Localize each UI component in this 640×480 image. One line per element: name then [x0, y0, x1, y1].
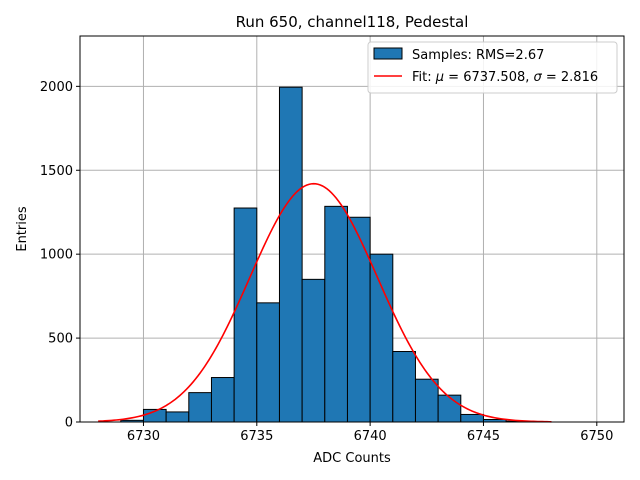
y-tick-label: 1000 — [40, 248, 73, 263]
x-tick-label: 6735 — [240, 429, 273, 444]
chart-title: Run 650, channel118, Pedestal — [236, 13, 469, 31]
y-tick-label: 1500 — [40, 164, 73, 179]
legend-fit-prefix: Fit: — [412, 70, 436, 85]
legend-samples-label: Samples: RMS=2.67 — [412, 48, 544, 63]
fit-curve — [98, 182, 552, 423]
histogram-bar — [188, 392, 212, 423]
x-tick-label: 6730 — [127, 429, 160, 444]
histogram-bar — [324, 205, 348, 423]
plot-frame — [79, 35, 625, 423]
y-axis-ticks: 0 500 1000 1500 2000 — [40, 80, 80, 431]
y-tick-label: 500 — [48, 332, 73, 347]
fit-curve-group — [98, 182, 552, 423]
legend: Samples: RMS=2.67 Fit: μ = 6737.508, σ =… — [367, 41, 618, 94]
histogram-bar — [392, 351, 416, 423]
histogram-bar — [369, 253, 394, 423]
legend-samples-swatch — [373, 47, 403, 60]
histogram-bar — [346, 216, 371, 423]
histogram-bar — [301, 278, 326, 423]
legend-frame — [367, 41, 618, 94]
x-tick-label: 6745 — [467, 429, 500, 444]
legend-sigma-value: = 2.816 — [542, 70, 598, 85]
y-axis-label: Entries — [15, 206, 30, 252]
histogram-bar — [233, 207, 258, 423]
histogram-bar — [165, 411, 190, 423]
legend-mu-symbol: μ — [435, 70, 444, 85]
histogram-bar — [256, 302, 280, 423]
histogram-bar — [278, 86, 303, 423]
y-tick-label: 2000 — [40, 80, 73, 95]
x-axis-ticks: 6730 6735 6740 6745 6750 — [127, 422, 613, 444]
histogram-bar — [437, 394, 462, 423]
x-axis-label: ADC Counts — [313, 451, 391, 466]
histogram-bars — [120, 86, 530, 423]
histogram-bar — [210, 377, 235, 423]
x-tick-label: 6740 — [354, 429, 387, 444]
x-tick-label: 6750 — [580, 429, 613, 444]
histogram-bar — [460, 413, 484, 423]
legend-sigma-symbol: σ — [534, 70, 543, 85]
legend-fit-label: Fit: μ = 6737.508, σ = 2.816 — [412, 70, 598, 85]
legend-mu-value: = 6737.508, — [444, 70, 533, 85]
histogram-bar — [414, 378, 439, 423]
y-tick-label: 0 — [65, 416, 73, 431]
